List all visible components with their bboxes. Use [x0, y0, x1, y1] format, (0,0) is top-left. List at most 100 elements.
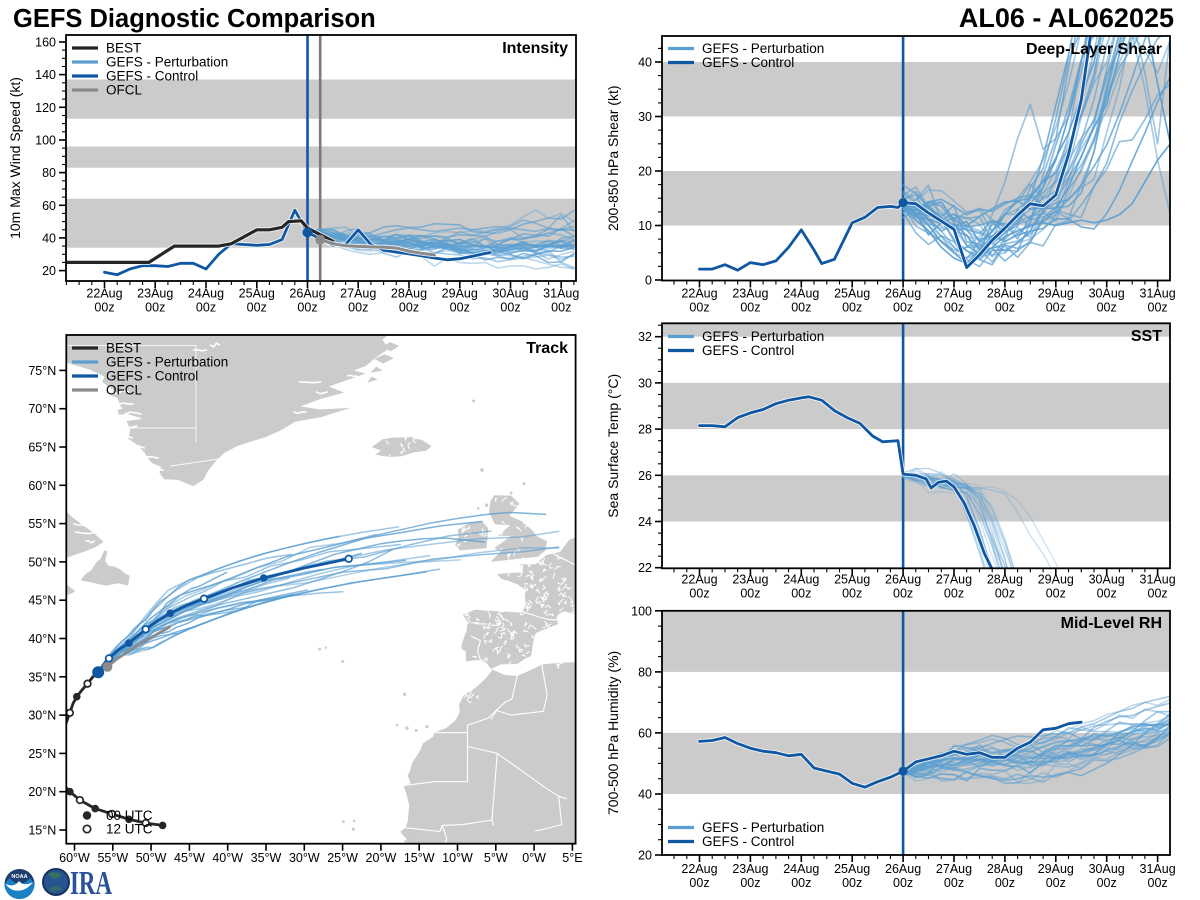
svg-text:30°N: 30°N	[28, 709, 56, 723]
svg-text:00z: 00z	[1097, 586, 1117, 600]
svg-text:GEFS - Control: GEFS - Control	[702, 343, 794, 358]
svg-text:OFCL: OFCL	[106, 83, 142, 98]
svg-text:31Aug: 31Aug	[1140, 287, 1176, 301]
svg-text:28Aug: 28Aug	[987, 862, 1023, 876]
svg-text:60°W: 60°W	[59, 851, 90, 865]
svg-text:BEST: BEST	[106, 341, 141, 356]
svg-text:31Aug: 31Aug	[1140, 573, 1176, 587]
svg-text:20: 20	[638, 849, 652, 863]
svg-text:25Aug: 25Aug	[834, 573, 870, 587]
svg-text:AL06 - AL062025: AL06 - AL062025	[959, 3, 1174, 33]
svg-text:15°W: 15°W	[404, 851, 435, 865]
svg-text:22Aug: 22Aug	[681, 287, 717, 301]
svg-text:00z: 00z	[689, 586, 709, 600]
svg-text:BEST: BEST	[106, 41, 141, 56]
svg-text:GEFS - Control: GEFS - Control	[106, 69, 198, 84]
svg-text:00z: 00z	[893, 586, 913, 600]
svg-text:00z: 00z	[94, 301, 114, 315]
svg-text:Deep-Layer Shear: Deep-Layer Shear	[1026, 41, 1162, 58]
svg-text:00z: 00z	[348, 301, 368, 315]
svg-text:25°W: 25°W	[327, 851, 358, 865]
svg-text:100: 100	[631, 604, 652, 618]
svg-text:30Aug: 30Aug	[492, 287, 528, 301]
svg-text:27Aug: 27Aug	[936, 287, 972, 301]
svg-text:30Aug: 30Aug	[1089, 573, 1125, 587]
svg-text:29Aug: 29Aug	[1038, 862, 1074, 876]
svg-text:20°N: 20°N	[28, 785, 56, 799]
svg-text:40°W: 40°W	[212, 851, 243, 865]
svg-text:GEFS - Perturbation: GEFS - Perturbation	[106, 55, 228, 70]
svg-text:200-850 hPa Shear (kt): 200-850 hPa Shear (kt)	[605, 85, 621, 231]
svg-text:26: 26	[638, 469, 652, 483]
svg-text:28Aug: 28Aug	[987, 287, 1023, 301]
svg-text:60: 60	[42, 199, 56, 213]
svg-text:00z: 00z	[145, 301, 165, 315]
svg-text:0: 0	[645, 274, 652, 288]
svg-text:00z: 00z	[893, 301, 913, 315]
svg-text:55°W: 55°W	[97, 851, 128, 865]
svg-text:00z: 00z	[995, 586, 1015, 600]
svg-text:00z: 00z	[1046, 586, 1066, 600]
svg-text:24: 24	[638, 515, 652, 529]
svg-text:25Aug: 25Aug	[239, 287, 275, 301]
svg-text:00z: 00z	[1097, 301, 1117, 315]
svg-text:00z: 00z	[791, 301, 811, 315]
svg-text:30Aug: 30Aug	[1089, 287, 1125, 301]
svg-text:700-500 hPa Humidity (%): 700-500 hPa Humidity (%)	[605, 651, 621, 815]
svg-text:IRA: IRA	[70, 865, 112, 900]
svg-text:23Aug: 23Aug	[732, 287, 768, 301]
svg-text:80: 80	[638, 665, 652, 679]
svg-text:00z: 00z	[689, 301, 709, 315]
svg-text:Track: Track	[526, 340, 568, 357]
svg-text:45°N: 45°N	[28, 594, 56, 608]
svg-text:GEFS - Perturbation: GEFS - Perturbation	[702, 41, 824, 56]
svg-text:50°W: 50°W	[136, 851, 167, 865]
svg-text:28Aug: 28Aug	[987, 573, 1023, 587]
svg-text:00z: 00z	[551, 301, 571, 315]
svg-text:80: 80	[42, 166, 56, 180]
svg-text:00z: 00z	[1148, 876, 1168, 890]
svg-text:00z: 00z	[1148, 586, 1168, 600]
svg-text:Mid-Level RH: Mid-Level RH	[1061, 615, 1162, 632]
svg-text:00z: 00z	[791, 586, 811, 600]
svg-text:30°W: 30°W	[289, 851, 320, 865]
svg-text:00z: 00z	[1046, 301, 1066, 315]
svg-text:26Aug: 26Aug	[885, 573, 921, 587]
svg-text:26Aug: 26Aug	[885, 287, 921, 301]
svg-text:5°E: 5°E	[562, 851, 582, 865]
svg-text:OFCL: OFCL	[106, 383, 142, 398]
svg-text:00z: 00z	[297, 301, 317, 315]
svg-text:140: 140	[35, 68, 56, 82]
svg-text:00z: 00z	[842, 301, 862, 315]
svg-text:00z: 00z	[450, 301, 470, 315]
svg-text:27Aug: 27Aug	[340, 287, 376, 301]
svg-text:00z: 00z	[944, 301, 964, 315]
svg-text:GEFS - Control: GEFS - Control	[702, 834, 794, 849]
svg-text:65°N: 65°N	[28, 441, 56, 455]
svg-text:55°N: 55°N	[28, 517, 56, 531]
svg-text:00z: 00z	[1097, 876, 1117, 890]
svg-text:29Aug: 29Aug	[1038, 573, 1074, 587]
svg-text:35°N: 35°N	[28, 670, 56, 684]
svg-text:10°W: 10°W	[442, 851, 473, 865]
svg-text:30: 30	[638, 110, 652, 124]
svg-text:00z: 00z	[196, 301, 216, 315]
svg-text:00z: 00z	[399, 301, 419, 315]
svg-text:40: 40	[42, 231, 56, 245]
svg-text:GEFS - Control: GEFS - Control	[106, 369, 198, 384]
svg-text:00z: 00z	[842, 586, 862, 600]
svg-text:00z: 00z	[995, 876, 1015, 890]
svg-text:00z: 00z	[944, 586, 964, 600]
svg-text:23Aug: 23Aug	[732, 862, 768, 876]
svg-text:27Aug: 27Aug	[936, 862, 972, 876]
svg-text:40: 40	[638, 787, 652, 801]
svg-text:40: 40	[638, 56, 652, 70]
svg-text:70°N: 70°N	[28, 402, 56, 416]
svg-text:30Aug: 30Aug	[1089, 862, 1125, 876]
svg-text:Sea Surface Temp (°C): Sea Surface Temp (°C)	[605, 374, 621, 518]
svg-text:75°N: 75°N	[28, 364, 56, 378]
svg-text:NOAA: NOAA	[11, 874, 27, 880]
svg-text:00z: 00z	[842, 876, 862, 890]
svg-text:20: 20	[638, 165, 652, 179]
svg-text:60: 60	[638, 726, 652, 740]
